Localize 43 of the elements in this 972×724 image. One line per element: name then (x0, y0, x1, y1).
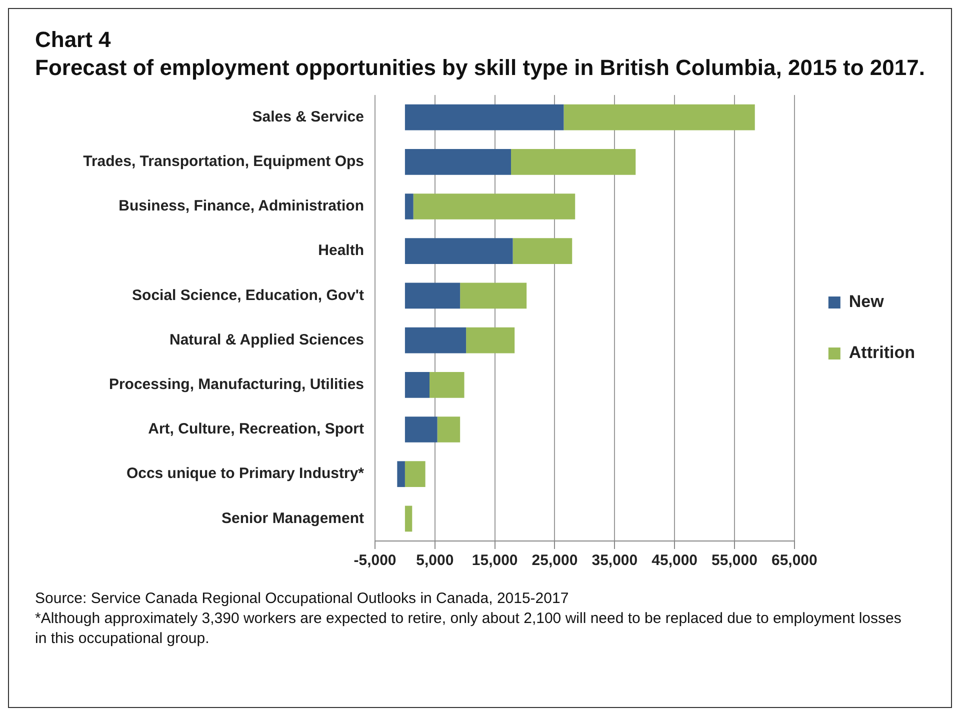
bar (404, 327, 466, 354)
bar (466, 327, 515, 354)
y-tick-label: Processing, Manufacturing, Utilities (108, 376, 364, 394)
y-tick-label: Sales & Service (252, 108, 364, 126)
x-tick-label: 45,000 (652, 552, 698, 570)
bar (404, 461, 426, 488)
text: *Although approximately 3,390 workers are expected to retire, only about 2,100 will need to be replaced due to employment losses in this occupational group. (35, 609, 902, 649)
source-note: Source: Service Canada Regional Occupational Outlooks in Canada, 2015-2017 (35, 589, 570, 609)
y-tick-label: Senior Management (221, 510, 364, 527)
y-tick-label: Natural & Applied Sciences (169, 331, 364, 348)
bar (404, 104, 564, 130)
bar (413, 194, 576, 220)
y-tick-label: Health (318, 242, 364, 260)
y-tick-label: Art, Culture, Recreation, Sport (148, 420, 364, 438)
x-tick-label: 15,000 (472, 552, 518, 570)
bar (404, 506, 412, 532)
y-tick-label: Trades, Transportation, Equipment Ops (83, 153, 364, 170)
x-tick-label: -5,000 (354, 552, 396, 570)
x-tick-label: 5,000 (416, 552, 454, 570)
bar (460, 282, 527, 309)
x-tick-label: 55,000 (712, 552, 758, 570)
y-tick-label: Occs unique to Primary Industry* (126, 465, 364, 482)
bar (404, 148, 512, 175)
bar (404, 282, 460, 309)
x-tick-label: 65,000 (771, 552, 818, 570)
bar (430, 372, 464, 398)
legend-label: New (848, 292, 885, 312)
bar (437, 416, 460, 442)
text: Chart 4 (35, 27, 112, 53)
bar (404, 194, 414, 220)
bar (397, 461, 405, 488)
legend-label: Attrition (848, 343, 916, 362)
x-tick-label: 35,000 (592, 552, 638, 570)
bar (511, 148, 636, 175)
y-tick-label: Business, Finance, Administration (118, 198, 364, 215)
x-tick-label: 25,000 (532, 552, 578, 570)
bar (404, 372, 430, 398)
bar (564, 104, 755, 130)
y-tick-label: Social Science, Education, Gov't (132, 286, 364, 304)
bar (404, 238, 513, 264)
bar (512, 238, 572, 264)
bar (404, 416, 438, 442)
chart-subtitle: Forecast of employment opportunities by skill type in British Columbia, 2015 to 2017. (35, 54, 925, 82)
